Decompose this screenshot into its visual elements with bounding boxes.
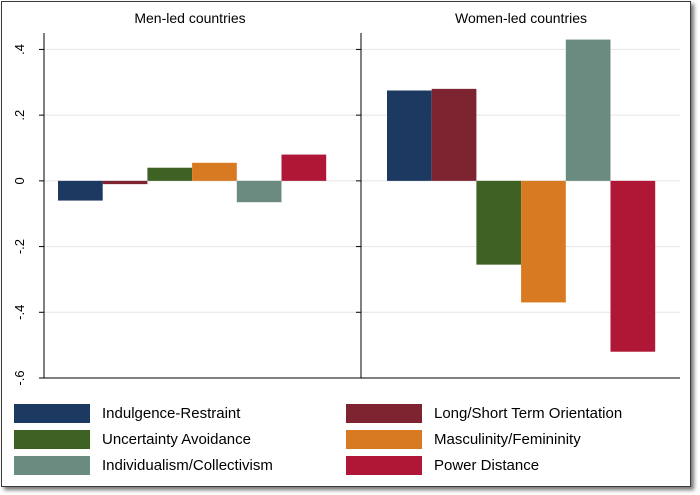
bar-women-3 xyxy=(521,180,566,303)
legend-label: Power Distance xyxy=(434,456,540,474)
bar-women-2 xyxy=(476,180,522,265)
panel-left-plot xyxy=(44,33,357,378)
bar-men-4 xyxy=(236,180,282,203)
legend-swatch xyxy=(346,403,422,423)
bar-men-0 xyxy=(58,180,103,201)
y-tick-label: -.2 xyxy=(12,239,27,254)
bar-men-1 xyxy=(102,180,148,185)
bar-men-2 xyxy=(147,167,193,181)
legend: Indulgence-Restraint Long/Short Term Ori… xyxy=(14,400,684,482)
y-tick-label: 0 xyxy=(12,177,27,184)
bar-women-5 xyxy=(610,180,656,352)
legend-label: Masculinity/Femininity xyxy=(434,430,581,448)
legend-item-power-distance: Power Distance xyxy=(346,454,539,476)
y-tick-label: -.6 xyxy=(12,370,27,385)
legend-item-masculinity: Masculinity/Femininity xyxy=(346,428,581,450)
legend-label: Long/Short Term Orientation xyxy=(434,404,623,422)
legend-swatch xyxy=(14,455,90,475)
y-tick-label: .2 xyxy=(12,110,27,121)
legend-label: Individualism/Collectivism xyxy=(102,456,273,474)
y-tick-label: .4 xyxy=(12,44,27,55)
y-tick-label: -.4 xyxy=(12,305,27,320)
bar-women-1 xyxy=(431,88,477,181)
bar-men-5 xyxy=(281,154,327,181)
legend-item-uncertainty: Uncertainty Avoidance xyxy=(14,428,251,450)
legend-item-indulgence: Indulgence-Restraint xyxy=(14,402,240,424)
legend-swatch xyxy=(346,455,422,475)
legend-swatch xyxy=(346,429,422,449)
legend-item-long-short: Long/Short Term Orientation xyxy=(346,402,622,424)
bar-women-4 xyxy=(565,39,611,181)
bar-men-3 xyxy=(192,162,237,181)
legend-label: Indulgence-Restraint xyxy=(102,404,241,422)
bar-women-0 xyxy=(387,90,432,181)
legend-label: Uncertainty Avoidance xyxy=(102,430,251,448)
panel-title-women: Women-led countries xyxy=(455,10,587,26)
legend-swatch xyxy=(14,403,90,423)
panel-title-men: Men-led countries xyxy=(134,10,245,26)
legend-swatch xyxy=(14,429,90,449)
legend-item-individualism: Individualism/Collectivism xyxy=(14,454,273,476)
